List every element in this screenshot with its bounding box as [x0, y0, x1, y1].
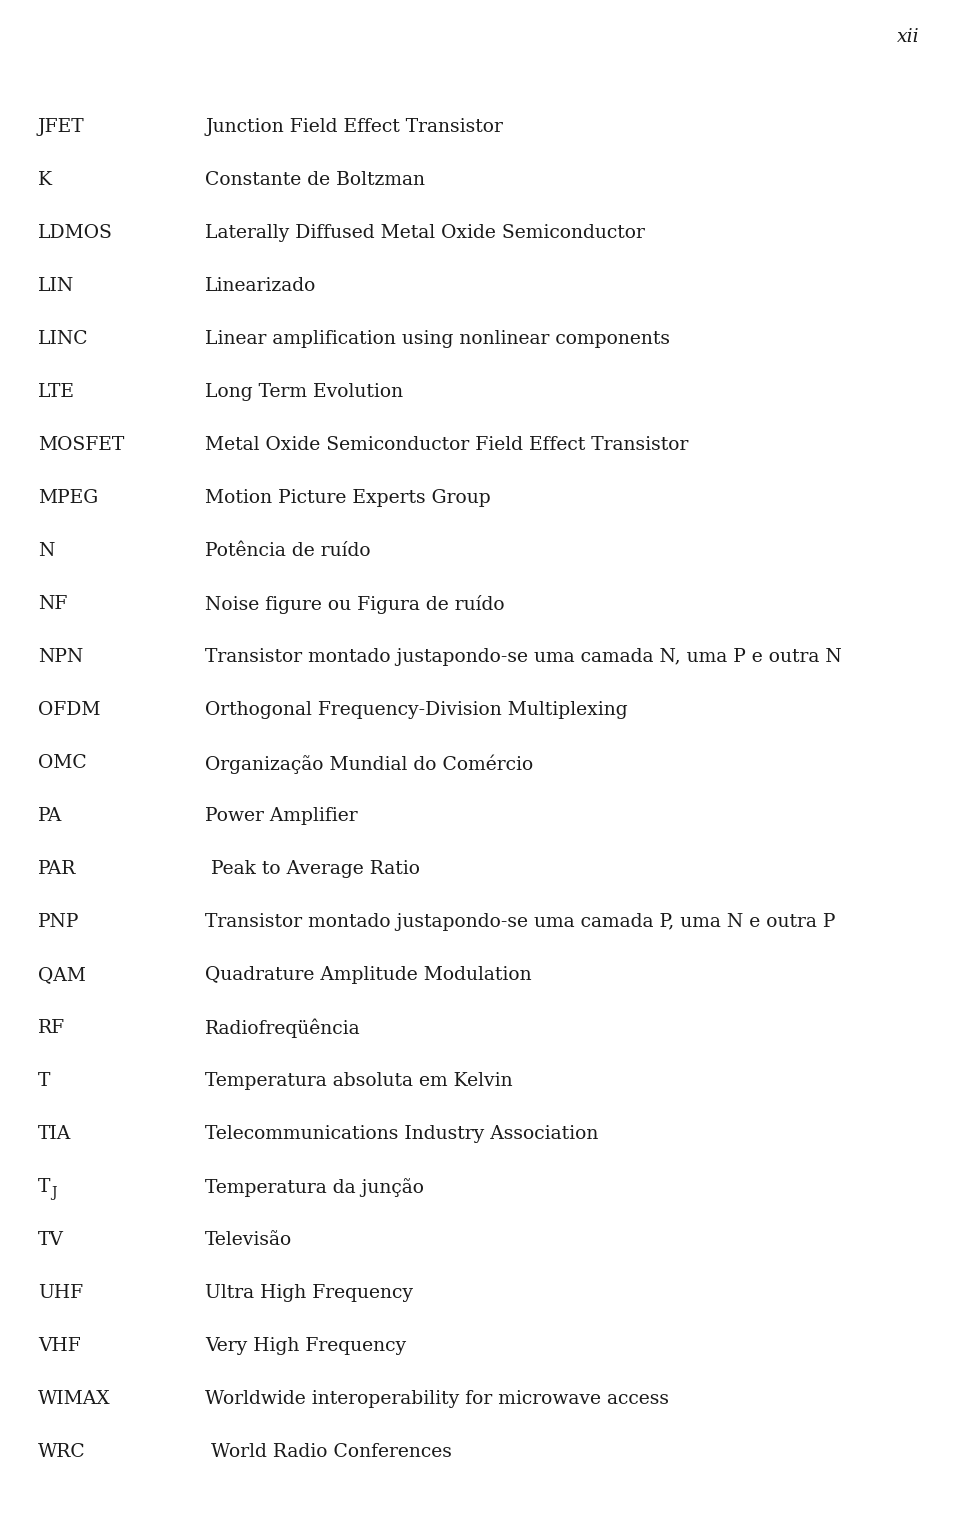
Text: TV: TV [38, 1231, 64, 1249]
Text: Orthogonal Frequency-Division Multiplexing: Orthogonal Frequency-Division Multiplexi… [205, 701, 628, 720]
Text: OFDM: OFDM [38, 701, 101, 720]
Text: MOSFET: MOSFET [38, 436, 124, 455]
Text: Noise figure ou Figura de ruído: Noise figure ou Figura de ruído [205, 596, 505, 614]
Text: Transistor montado justapondo-se uma camada P, uma N e outra P: Transistor montado justapondo-se uma cam… [205, 912, 835, 931]
Text: Radiofreqüência: Radiofreqüência [205, 1020, 361, 1038]
Text: LTE: LTE [38, 383, 75, 401]
Text: T: T [38, 1177, 50, 1196]
Text: VHF: VHF [38, 1337, 81, 1355]
Text: Metal Oxide Semiconductor Field Effect Transistor: Metal Oxide Semiconductor Field Effect T… [205, 436, 688, 455]
Text: Telecommunications Industry Association: Telecommunications Industry Association [205, 1125, 598, 1144]
Text: RF: RF [38, 1020, 65, 1036]
Text: NF: NF [38, 596, 67, 612]
Text: Linear amplification using nonlinear components: Linear amplification using nonlinear com… [205, 331, 670, 348]
Text: xii: xii [898, 28, 920, 46]
Text: J: J [51, 1187, 57, 1200]
Text: Televisão: Televisão [205, 1231, 292, 1249]
Text: Quadrature Amplitude Modulation: Quadrature Amplitude Modulation [205, 966, 532, 984]
Text: PAR: PAR [38, 860, 77, 877]
Text: PA: PA [38, 807, 62, 825]
Text: MPEG: MPEG [38, 488, 98, 507]
Text: LINC: LINC [38, 331, 88, 348]
Text: T: T [38, 1072, 50, 1090]
Text: Linearizado: Linearizado [205, 277, 317, 295]
Text: PNP: PNP [38, 912, 80, 931]
Text: Junction Field Effect Transistor: Junction Field Effect Transistor [205, 118, 503, 136]
Text: WRC: WRC [38, 1444, 85, 1461]
Text: Organização Mundial do Comércio: Organização Mundial do Comércio [205, 753, 533, 773]
Text: WIMAX: WIMAX [38, 1390, 110, 1409]
Text: Peak to Average Ratio: Peak to Average Ratio [205, 860, 420, 877]
Text: QAM: QAM [38, 966, 85, 984]
Text: Very High Frequency: Very High Frequency [205, 1337, 406, 1355]
Text: UHF: UHF [38, 1285, 84, 1301]
Text: Power Amplifier: Power Amplifier [205, 807, 358, 825]
Text: N: N [38, 542, 55, 560]
Text: NPN: NPN [38, 648, 84, 666]
Text: JFET: JFET [38, 118, 84, 136]
Text: LDMOS: LDMOS [38, 224, 113, 242]
Text: Transistor montado justapondo-se uma camada N, uma P e outra N: Transistor montado justapondo-se uma cam… [205, 648, 842, 666]
Text: Motion Picture Experts Group: Motion Picture Experts Group [205, 488, 491, 507]
Text: K: K [38, 171, 52, 188]
Text: Worldwide interoperability for microwave access: Worldwide interoperability for microwave… [205, 1390, 669, 1409]
Text: OMC: OMC [38, 753, 86, 772]
Text: TIA: TIA [38, 1125, 71, 1144]
Text: Laterally Diffused Metal Oxide Semiconductor: Laterally Diffused Metal Oxide Semicondu… [205, 224, 645, 242]
Text: Temperatura da junção: Temperatura da junção [205, 1177, 424, 1197]
Text: Temperatura absoluta em Kelvin: Temperatura absoluta em Kelvin [205, 1072, 513, 1090]
Text: Ultra High Frequency: Ultra High Frequency [205, 1285, 413, 1301]
Text: Constante de Boltzman: Constante de Boltzman [205, 171, 425, 188]
Text: Potência de ruído: Potência de ruído [205, 542, 371, 560]
Text: World Radio Conferences: World Radio Conferences [205, 1444, 452, 1461]
Text: Long Term Evolution: Long Term Evolution [205, 383, 403, 401]
Text: LIN: LIN [38, 277, 74, 295]
